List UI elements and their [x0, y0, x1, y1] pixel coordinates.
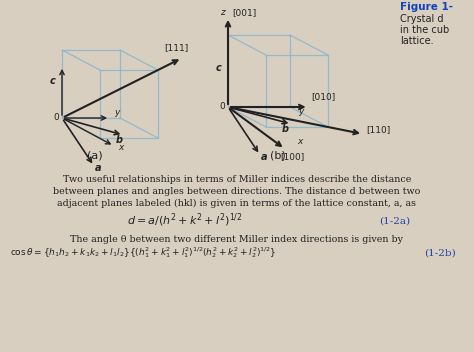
Text: Figure 1-: Figure 1- [400, 2, 453, 12]
Text: (1-2a): (1-2a) [380, 217, 410, 226]
Text: (b): (b) [270, 150, 286, 160]
Text: z: z [220, 8, 225, 17]
Text: 0: 0 [219, 102, 225, 111]
Text: Two useful relationships in terms of Miller indices describe the distance: Two useful relationships in terms of Mil… [63, 175, 411, 184]
Text: [111]: [111] [164, 43, 188, 52]
Text: x: x [118, 143, 123, 152]
Text: [010]: [010] [311, 92, 336, 101]
Text: a: a [95, 163, 101, 173]
Text: (1-2b): (1-2b) [424, 249, 456, 258]
Text: [001]: [001] [232, 8, 256, 17]
Text: x: x [297, 137, 302, 146]
Text: a: a [261, 152, 268, 162]
Text: lattice.: lattice. [400, 36, 434, 46]
Text: [110]: [110] [366, 125, 390, 134]
Text: The angle θ between two different Miller index directions is given by: The angle θ between two different Miller… [71, 235, 403, 244]
Text: b: b [115, 135, 122, 145]
Text: Crystal d: Crystal d [400, 14, 444, 24]
Text: adjacent planes labeled (hkl) is given in terms of the lattice constant, a, as: adjacent planes labeled (hkl) is given i… [57, 199, 417, 208]
Text: b: b [281, 124, 288, 134]
Text: y: y [299, 107, 304, 116]
Text: in the cub: in the cub [400, 25, 449, 35]
Text: $\cos \theta = \{h_1h_2 + k_1k_2 + l_1l_2\}\{(h_1^2 + k_1^2 + l_1^2)^{1/2}(h_2^2: $\cos \theta = \{h_1h_2 + k_1k_2 + l_1l_… [10, 246, 277, 260]
Text: between planes and angles between directions. The distance d between two: between planes and angles between direct… [53, 187, 421, 196]
Text: 0: 0 [53, 113, 59, 122]
Text: [100]: [100] [280, 152, 304, 161]
Text: $d = a/(h^2 + k^2 + l^2)^{1/2}$: $d = a/(h^2 + k^2 + l^2)^{1/2}$ [127, 211, 243, 229]
Text: (a): (a) [87, 150, 103, 160]
Text: c: c [50, 76, 56, 86]
Text: y: y [114, 108, 119, 117]
Text: c: c [216, 63, 222, 73]
